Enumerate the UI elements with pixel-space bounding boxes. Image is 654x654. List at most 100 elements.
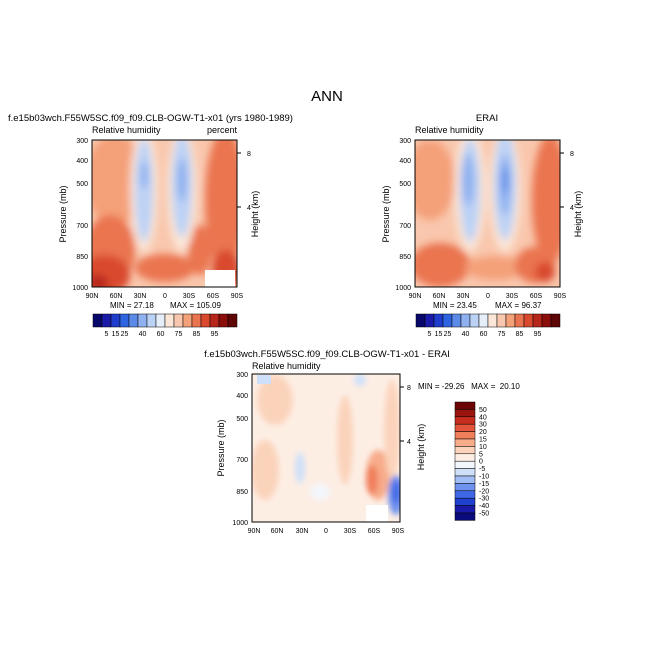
xtick-label: 60N (433, 293, 446, 300)
colorbar-swatch (454, 475, 476, 484)
y2tick-label: 8 (570, 151, 574, 158)
colorbar-label: 60 (157, 331, 165, 338)
page-title: ANN (311, 88, 343, 105)
panel-header: f.e15b03wch.F55W5SC.f09_f09.CLB-OGW-T1-x… (8, 113, 293, 124)
xtick-label: 30N (457, 293, 470, 300)
colorbar-swatch (227, 313, 238, 328)
colorbar-label: 95 (534, 331, 542, 338)
xtick-label: 90N (409, 293, 422, 300)
colorbar-label: 40 (479, 414, 487, 421)
y-axis-label: Pressure (mb) (58, 185, 68, 242)
colorbar-label: 15 (112, 331, 120, 338)
ytick-label: 1000 (232, 520, 248, 527)
colorbar-swatch (532, 313, 543, 328)
ytick-label: 500 (236, 416, 248, 423)
xtick-label: 60N (110, 293, 123, 300)
minmax-label: MIN = -29.26 MAX = 20.10 (418, 382, 520, 391)
colorbar-swatch (424, 313, 435, 328)
colorbar-swatch (454, 446, 476, 455)
xtick-label: 60S (368, 528, 381, 535)
colorbar-label: -40 (479, 503, 489, 510)
colorbar-label: -10 (479, 474, 489, 481)
xtick-label: 0 (163, 293, 167, 300)
colorbar-label: 15 (479, 437, 487, 444)
xtick-label: 90N (248, 528, 261, 535)
y2-axis: 8 4 (400, 385, 411, 446)
colorbar-swatch (155, 313, 166, 328)
min-label: MIN = 27.18 (110, 301, 154, 310)
colorbar-label: 95 (211, 331, 219, 338)
y2-axis-label: Height (km) (250, 191, 260, 238)
xtick-label: 90S (554, 293, 567, 300)
colorbar-label: 10 (479, 444, 487, 451)
colorbar: 5 15 25 40 60 75 85 95 (92, 313, 238, 338)
colorbar-label: 60 (480, 331, 488, 338)
heatmap-field (92, 140, 237, 287)
y2tick-label: 4 (407, 439, 411, 446)
colorbar-label: 5 (479, 451, 483, 458)
y2tick-label: 4 (570, 205, 574, 212)
y2-axis: 8 4 (560, 151, 574, 212)
colorbar-swatch (218, 313, 229, 328)
xtick-label: 30S (506, 293, 519, 300)
ytick-label: 300 (399, 138, 411, 145)
colorbar-swatch (119, 313, 130, 328)
panel-model: f.e15b03wch.F55W5SC.f09_f09.CLB-OGW-T1-x… (8, 113, 293, 338)
colorbar-swatch (454, 423, 476, 432)
colorbar-label: 30 (479, 422, 487, 429)
y2tick-label: 8 (247, 151, 251, 158)
ytick-label: 1000 (72, 285, 88, 292)
colorbar-label: -15 (479, 481, 489, 488)
colorbar-swatch (200, 313, 211, 328)
xtick-label: 0 (486, 293, 490, 300)
colorbar-swatch (164, 313, 175, 328)
ytick-label: 850 (399, 254, 411, 261)
colorbar: 5 15 25 40 60 75 85 95 (415, 313, 561, 338)
colorbar-label: 85 (516, 331, 524, 338)
xtick-label: 30N (134, 293, 147, 300)
colorbar-swatch (454, 505, 476, 514)
y2tick-label: 4 (247, 205, 251, 212)
colorbar-swatch (454, 483, 476, 492)
xtick-label: 30N (296, 528, 309, 535)
colorbar-label: 0 (479, 459, 483, 466)
colorbar-swatch (505, 313, 516, 328)
xtick-label: 60S (207, 293, 220, 300)
colorbar-label: -50 (479, 511, 489, 518)
ytick-label: 300 (236, 372, 248, 379)
y-axis: 300 400 500 700 850 1000 (395, 138, 411, 292)
y2-axis: 8 4 (237, 151, 251, 212)
y2tick-label: 8 (407, 385, 411, 392)
xtick-label: 60N (271, 528, 284, 535)
colorbar-label: 5 (105, 331, 109, 338)
y-axis: 300 400 500 700 850 1000 (232, 372, 248, 527)
colorbar-swatch (146, 313, 157, 328)
colorbar-label: 50 (479, 407, 487, 414)
ytick-label: 500 (399, 181, 411, 188)
max-label: MAX = 105.09 (170, 301, 221, 310)
colorbar-label: 40 (462, 331, 470, 338)
colorbar-swatch (110, 313, 121, 328)
y-axis-label: Pressure (mb) (381, 185, 391, 242)
colorbar-label: 25 (121, 331, 129, 338)
ytick-label: 400 (76, 158, 88, 165)
colorbar-swatch (478, 313, 489, 328)
colorbar-label: -20 (479, 488, 489, 495)
colorbar-swatch (137, 313, 148, 328)
colorbar-label: -5 (479, 466, 485, 473)
colorbar-swatch (487, 313, 498, 328)
heatmap-field (252, 374, 400, 522)
heatmap-field (415, 140, 560, 287)
panel-title: Relative humidity (92, 125, 161, 135)
xtick-label: 90S (231, 293, 244, 300)
colorbar-swatch (128, 313, 139, 328)
colorbar-label: 75 (498, 331, 506, 338)
ytick-label: 400 (399, 158, 411, 165)
x-axis: 90N 60N 30N 0 30S 60S 90S (86, 293, 244, 300)
panel-title: Relative humidity (415, 125, 484, 135)
xtick-label: 30S (183, 293, 196, 300)
colorbar-swatch (514, 313, 525, 328)
colorbar-swatch (433, 313, 444, 328)
